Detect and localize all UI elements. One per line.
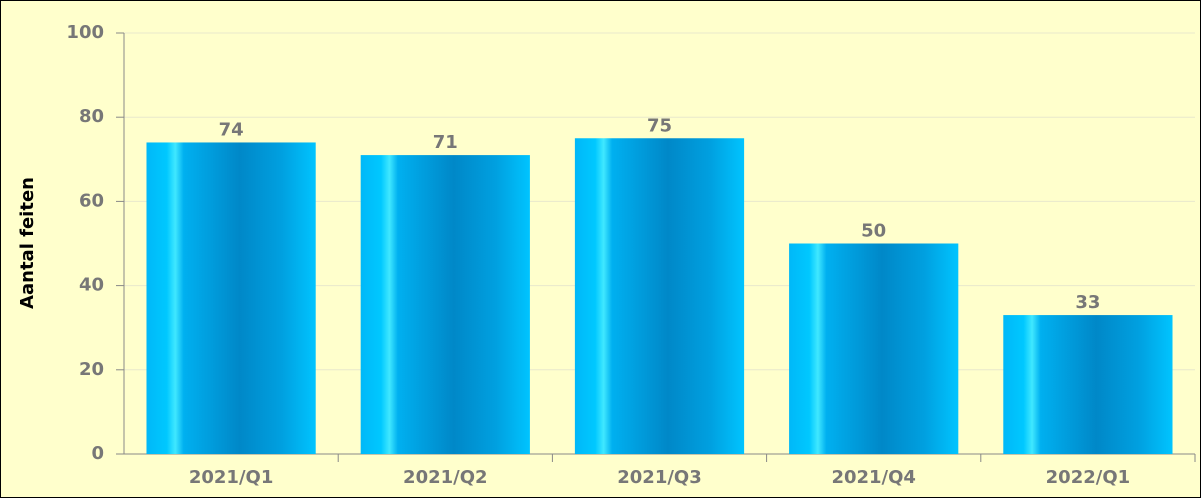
y-tick-label: 60: [79, 190, 104, 211]
bar: [1003, 315, 1173, 454]
x-tick-label: 2022/Q1: [1046, 467, 1131, 488]
y-tick-label: 40: [79, 275, 104, 296]
bar: [574, 138, 745, 454]
x-tick-label: 2021/Q2: [403, 467, 488, 488]
bar: [789, 243, 959, 454]
bar: [146, 142, 316, 454]
x-tick-label: 2021/Q3: [617, 467, 702, 488]
data-label: 33: [1075, 292, 1100, 313]
data-label: 71: [433, 132, 458, 153]
bar: [360, 155, 530, 454]
y-tick-label: 20: [79, 359, 104, 380]
x-tick-label: 2021/Q1: [189, 467, 274, 488]
y-axis-label: Aantal feiten: [17, 177, 38, 309]
y-tick-label: 0: [91, 443, 104, 464]
data-label: 50: [861, 221, 886, 242]
y-tick-label: 100: [66, 22, 104, 43]
data-label: 75: [647, 115, 672, 136]
x-tick-label: 2021/Q4: [831, 467, 916, 488]
y-tick-label: 80: [79, 106, 104, 127]
data-label: 74: [219, 119, 244, 140]
